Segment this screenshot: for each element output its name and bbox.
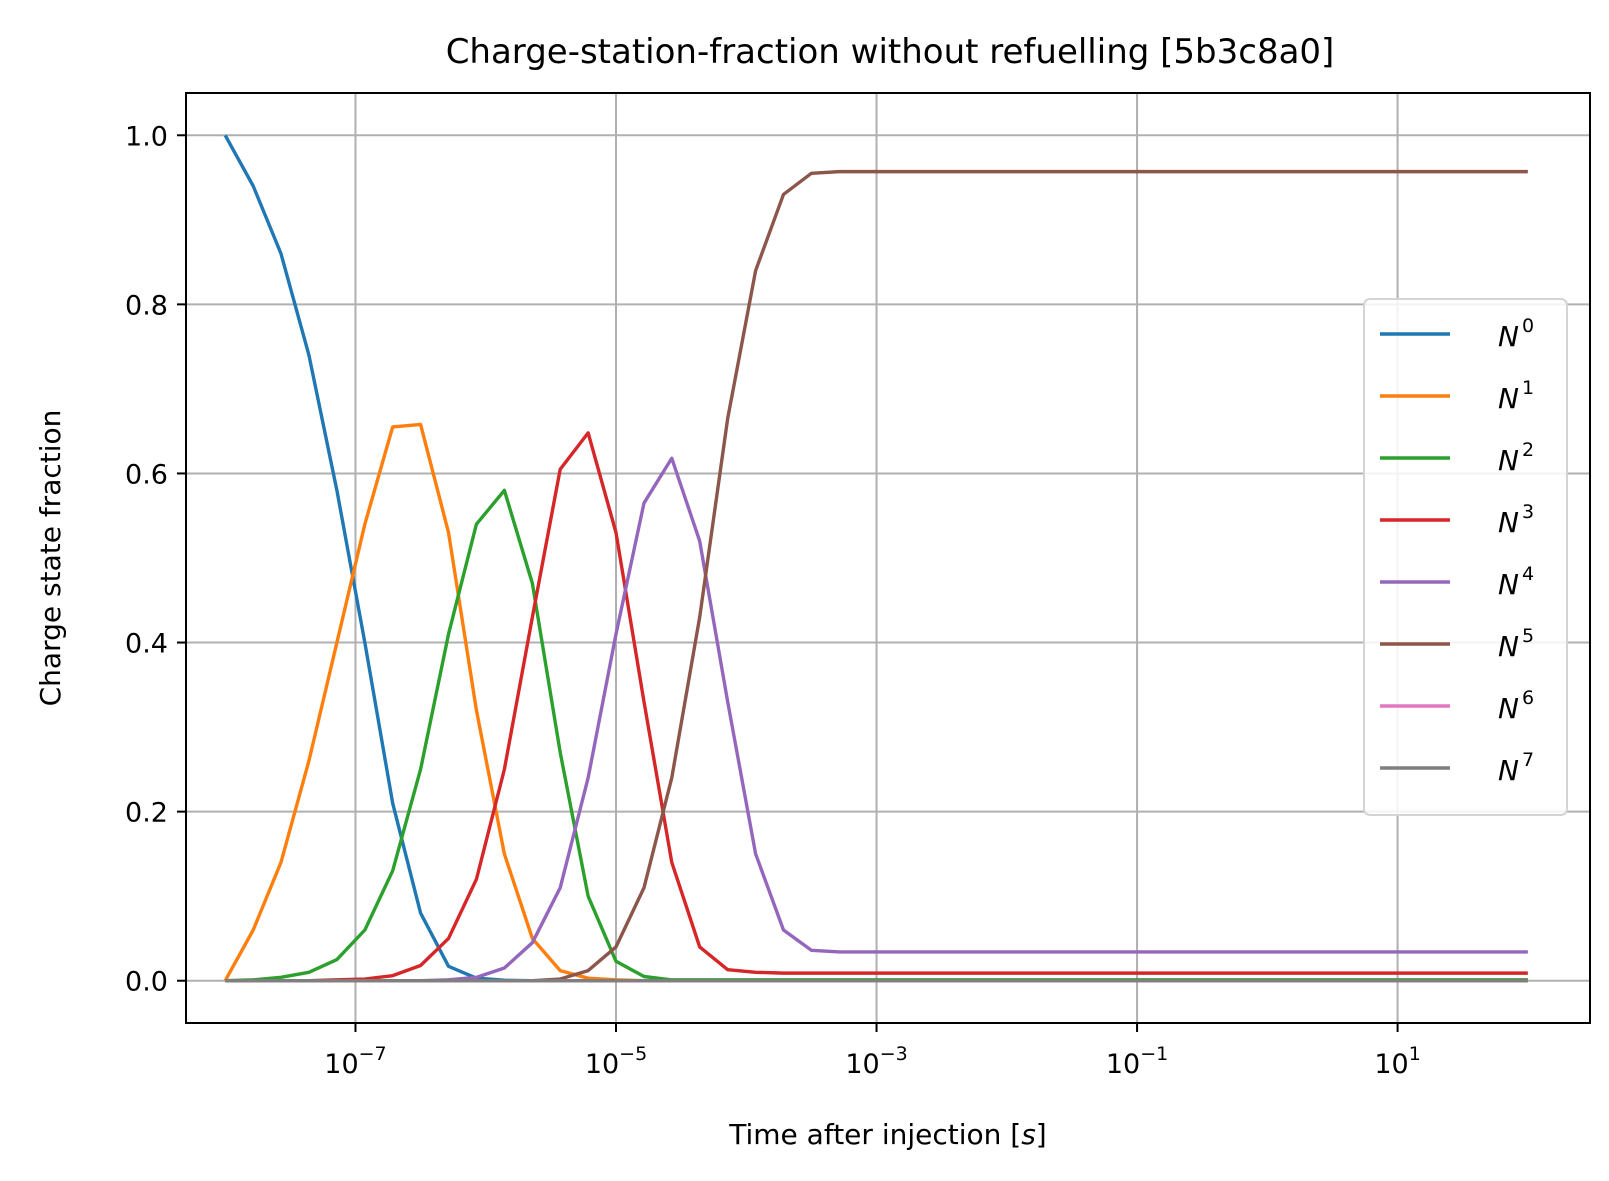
y-tick-label: 1.0 xyxy=(125,121,168,152)
x-axis-label-close: ] xyxy=(1036,1118,1047,1151)
y-tick-label: 0.6 xyxy=(125,459,168,490)
x-tick-label: 10−5 xyxy=(585,1043,647,1080)
y-tick-label: 0.4 xyxy=(125,629,168,660)
x-tick-exponent: −7 xyxy=(359,1043,387,1065)
x-tick-base: 10 xyxy=(1374,1049,1408,1080)
y-tick-label: 0.8 xyxy=(125,290,168,321)
legend-entry-superscript: 4 xyxy=(1522,563,1534,585)
legend-entry-superscript: 6 xyxy=(1522,687,1534,709)
x-tick-base: 10 xyxy=(845,1049,879,1080)
legend-entry-superscript: 3 xyxy=(1522,501,1534,523)
legend-entry-name: N xyxy=(1498,444,1519,477)
legend-entry-superscript: 0 xyxy=(1522,315,1534,337)
legend-entry-name: N xyxy=(1498,320,1519,353)
y-tick-label: 0.2 xyxy=(125,798,168,829)
legend-entry-name: N xyxy=(1498,630,1519,663)
x-axis-label: Time after injection [s] xyxy=(728,1118,1046,1151)
legend: N 0N 1N 2N 3N 4N 5N 6N 7 xyxy=(1363,298,1568,816)
x-tick-exponent: −1 xyxy=(1140,1043,1168,1065)
legend-entry-name: N xyxy=(1498,754,1519,787)
x-tick-label: 10−1 xyxy=(1106,1043,1168,1080)
chart-title: Charge-station-fraction without refuelli… xyxy=(446,32,1335,72)
grid xyxy=(186,93,1590,1023)
legend-entry-superscript: 7 xyxy=(1522,749,1534,771)
legend-box xyxy=(1363,298,1568,816)
legend-entry-name: N xyxy=(1498,568,1519,601)
x-tick-base: 10 xyxy=(324,1049,358,1080)
legend-entry-superscript: 5 xyxy=(1522,625,1534,647)
x-tick-label: 101 xyxy=(1374,1043,1420,1080)
x-tick-exponent: −5 xyxy=(619,1043,647,1065)
legend-entry-name: N xyxy=(1498,506,1519,539)
x-tick-exponent: 1 xyxy=(1409,1043,1421,1065)
legend-entry-superscript: 2 xyxy=(1522,439,1534,461)
series-lines xyxy=(223,134,1528,983)
legend-entry-name: N xyxy=(1498,692,1519,725)
x-tick-exponent: −3 xyxy=(880,1043,908,1065)
legend-entry-name: N xyxy=(1498,382,1519,415)
x-axis-label-text: Time after injection [ xyxy=(728,1118,1021,1151)
x-tick-base: 10 xyxy=(1106,1049,1140,1080)
x-tick-label: 10−7 xyxy=(324,1043,386,1080)
series-line-n3 xyxy=(225,431,1528,983)
x-tick-label: 10−3 xyxy=(845,1043,907,1080)
legend-entry-superscript: 1 xyxy=(1522,377,1534,399)
y-tick-label: 0.0 xyxy=(125,967,168,998)
plot-area-frame xyxy=(185,92,1591,1024)
x-tick-base: 10 xyxy=(585,1049,619,1080)
y-axis-label: Charge state fraction xyxy=(34,410,67,707)
x-axis-label-unit: s xyxy=(1021,1118,1036,1151)
